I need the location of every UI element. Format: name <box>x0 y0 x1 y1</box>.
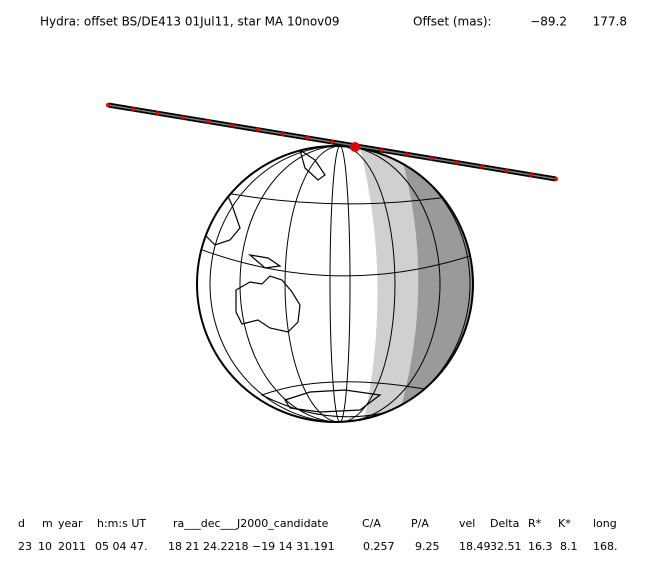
closest-approach <box>350 142 360 152</box>
track-dot <box>529 172 534 177</box>
cell: 23 <box>18 540 32 553</box>
track-dot <box>106 103 110 107</box>
cell: 10 <box>38 540 52 553</box>
track-dot <box>255 127 260 132</box>
cell: 0.257 <box>363 540 395 553</box>
track-dot <box>429 156 434 161</box>
event-table: d m year h:m:s UT ra___dec___J2000_candidate… <box>18 517 618 553</box>
track-dot <box>554 177 558 181</box>
track-dot <box>404 152 409 157</box>
column-header: C/A <box>362 517 381 530</box>
track-dots <box>106 103 558 181</box>
track-dot <box>205 119 210 124</box>
track-dot <box>330 140 334 144</box>
track-dot <box>305 135 310 140</box>
globe <box>196 145 474 423</box>
cell: 168. <box>593 540 618 553</box>
cell: 32.51 <box>490 540 522 553</box>
offset-y: 177.8 <box>593 15 627 29</box>
offset-x: −89.2 <box>530 15 567 29</box>
cell: 05 04 47. <box>95 540 147 553</box>
cell: 8.1 <box>560 540 578 553</box>
track-dot <box>180 115 185 120</box>
track-dot <box>280 131 285 136</box>
track-dot <box>130 107 135 112</box>
column-header: m <box>42 517 53 530</box>
track-dot <box>155 111 160 116</box>
column-header: d <box>18 517 25 530</box>
track-dot <box>379 148 384 153</box>
column-header: h:m:s UT <box>97 517 146 530</box>
column-header: vel <box>459 517 475 530</box>
column-header: Delta <box>490 517 519 530</box>
shadow-track <box>106 102 558 182</box>
column-header: R* <box>528 517 542 530</box>
cell: 2011 <box>58 540 86 553</box>
track-dot <box>454 160 459 165</box>
track-dot <box>479 164 484 169</box>
column-header: K* <box>558 517 571 530</box>
offset-label: Offset (mas): <box>413 15 492 29</box>
column-header: P/A <box>411 517 429 530</box>
cell: 9.25 <box>415 540 440 553</box>
title: Hydra: offset BS/DE413 01Jul11, star MA … <box>40 15 340 29</box>
cell: 18 21 24.2218 −19 14 31.191 <box>168 540 335 553</box>
column-header: ra___dec___J2000_candidate <box>173 517 329 530</box>
track-dot <box>230 123 235 128</box>
cell: 18.49 <box>459 540 491 553</box>
column-header: long <box>593 517 617 530</box>
column-header: year <box>58 517 83 530</box>
track-dot <box>504 168 509 173</box>
cell: 16.3 <box>528 540 553 553</box>
globe-limb <box>196 145 474 423</box>
